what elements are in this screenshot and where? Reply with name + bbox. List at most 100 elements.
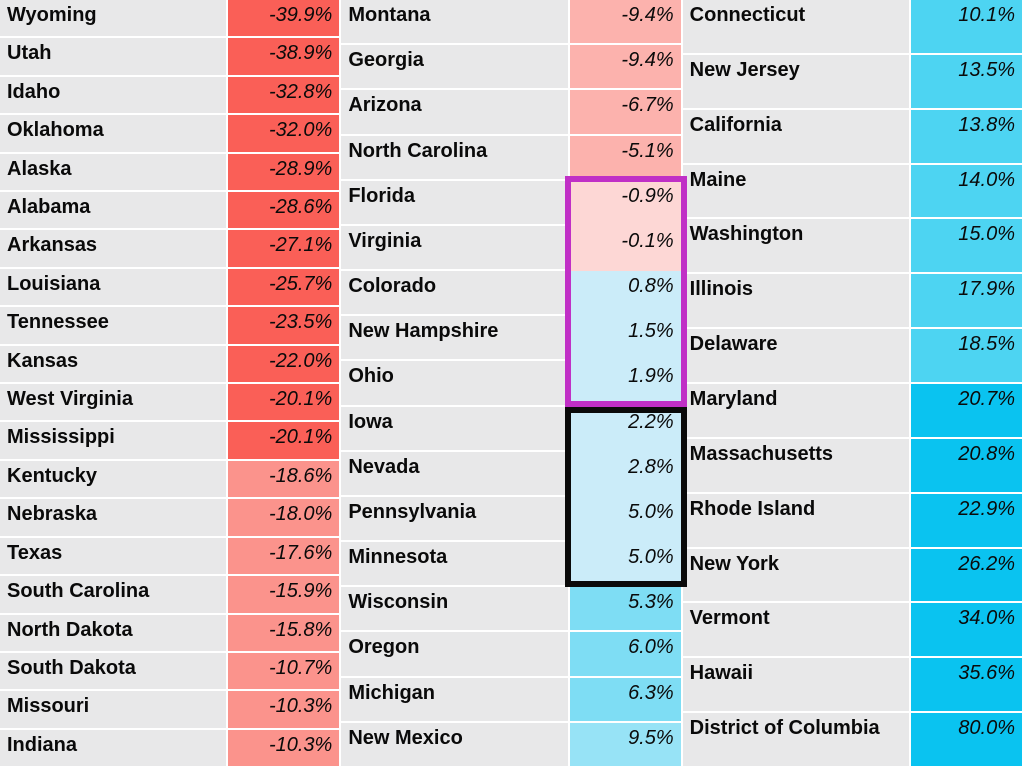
state-row: Colorado 0.8% [341,271,681,317]
state-row: Maine 14.0% [682,164,1022,220]
state-row: Georgia -9.4% [341,45,681,91]
state-name: Iowa [341,406,570,452]
state-name: Connecticut [682,0,911,55]
state-row: Oklahoma -32.0% [0,115,340,154]
state-row: District of Columbia 80.0% [682,713,1022,768]
state-value: -32.0% [228,115,340,154]
state-value: 5.0% [569,542,681,588]
state-row: New Mexico 9.5% [341,722,681,768]
state-value: -20.1% [228,384,340,423]
state-name: Pennsylvania [341,496,570,543]
state-value: 10.1% [910,0,1022,55]
state-row: Michigan 6.3% [341,677,681,723]
state-row: Alabama -28.6% [0,192,340,231]
state-row: Oregon 6.0% [341,632,681,678]
state-row: West Virginia -20.1% [0,384,340,423]
state-name: New York [682,548,911,604]
state-name: Oregon [341,632,570,678]
state-row: Nebraska -18.0% [0,499,340,538]
state-row: Washington 15.0% [682,219,1022,275]
state-row: Wyoming -39.9% [0,0,340,39]
column-most-positive: Connecticut 10.1% New Jersey 13.5% Californi… [682,0,1024,768]
state-row: Idaho -32.8% [0,76,340,116]
state-row: Connecticut 10.1% [682,0,1022,55]
state-value: -39.9% [228,0,340,39]
state-value: 14.0% [910,164,1022,220]
state-value: 6.3% [569,677,681,723]
state-row: Mississippi -20.1% [0,422,340,461]
state-value: 20.8% [910,438,1022,494]
state-row: Virginia -0.1% [341,225,681,272]
state-value: -28.6% [228,192,340,231]
state-name: Maine [682,164,911,220]
state-value: 20.7% [910,384,1022,439]
state-row: Kansas -22.0% [0,345,340,385]
state-row: New York 26.2% [682,548,1022,604]
state-name: Georgia [341,45,570,91]
state-row: California 13.8% [682,109,1022,165]
state-row: Indiana -10.3% [0,729,340,768]
state-value: 2.2% [569,406,681,452]
state-row: Minnesota 5.0% [341,542,681,588]
state-name: Idaho [0,76,229,116]
state-value: 80.0% [910,713,1022,768]
state-name: Michigan [341,677,570,723]
state-name: District of Columbia [682,713,911,768]
state-value: -25.7% [228,268,340,308]
column-middle-range: Montana -9.4% Georgia -9.4% Arizona -6.7% Nort… [341,0,683,768]
state-row: Montana -9.4% [341,0,681,46]
state-name: Illinois [682,274,911,330]
state-row: Pennsylvania 5.0% [341,496,681,543]
state-value: -15.8% [228,614,340,653]
state-row: Illinois 17.9% [682,274,1022,330]
state-value: -27.1% [228,230,340,269]
state-row: New Hampshire 1.5% [341,316,681,362]
state-row: Vermont 34.0% [682,603,1022,659]
state-name: Vermont [682,603,911,659]
state-value: -10.3% [228,729,340,768]
state-value: 5.3% [569,587,681,633]
state-name: Rhode Island [682,493,911,549]
state-row: Rhode Island 22.9% [682,493,1022,549]
state-name: Wyoming [0,0,229,39]
state-value: -38.9% [228,38,340,77]
state-row: South Dakota -10.7% [0,652,340,692]
state-name: Washington [682,219,911,275]
state-value: 2.8% [569,451,681,497]
state-value: -0.1% [569,225,681,272]
state-name: Kansas [0,345,229,385]
state-row: Maryland 20.7% [682,384,1022,439]
state-name: Nebraska [0,499,229,538]
state-name: Texas [0,537,229,577]
state-name: Hawaii [682,658,911,714]
state-value: -9.4% [569,45,681,91]
state-row: Texas -17.6% [0,537,340,577]
state-row: Kentucky -18.6% [0,460,340,500]
state-value: -23.5% [228,307,340,346]
state-value: 17.9% [910,274,1022,330]
state-name: Alaska [0,153,229,193]
state-value: -10.7% [228,652,340,692]
state-row: New Jersey 13.5% [682,54,1022,110]
state-row: North Dakota -15.8% [0,614,340,653]
state-value: 34.0% [910,603,1022,659]
state-name: New Hampshire [341,316,570,362]
state-row: Arizona -6.7% [341,90,681,136]
state-name: Maryland [682,384,911,439]
state-value: 6.0% [569,632,681,678]
state-name: Alabama [0,192,229,231]
state-name: Montana [341,0,570,46]
state-name: Virginia [341,225,570,272]
state-name: Kentucky [0,460,229,500]
state-value: -20.1% [228,422,340,461]
state-row: Alaska -28.9% [0,153,340,193]
state-name: Florida [341,180,570,226]
state-row: Nevada 2.8% [341,451,681,497]
state-row: Iowa 2.2% [341,406,681,452]
state-value: -15.9% [228,576,340,615]
state-value: 13.5% [910,54,1022,110]
state-value: 9.5% [569,722,681,768]
state-name: West Virginia [0,384,229,423]
state-value: 18.5% [910,329,1022,385]
state-name: South Carolina [0,576,229,615]
